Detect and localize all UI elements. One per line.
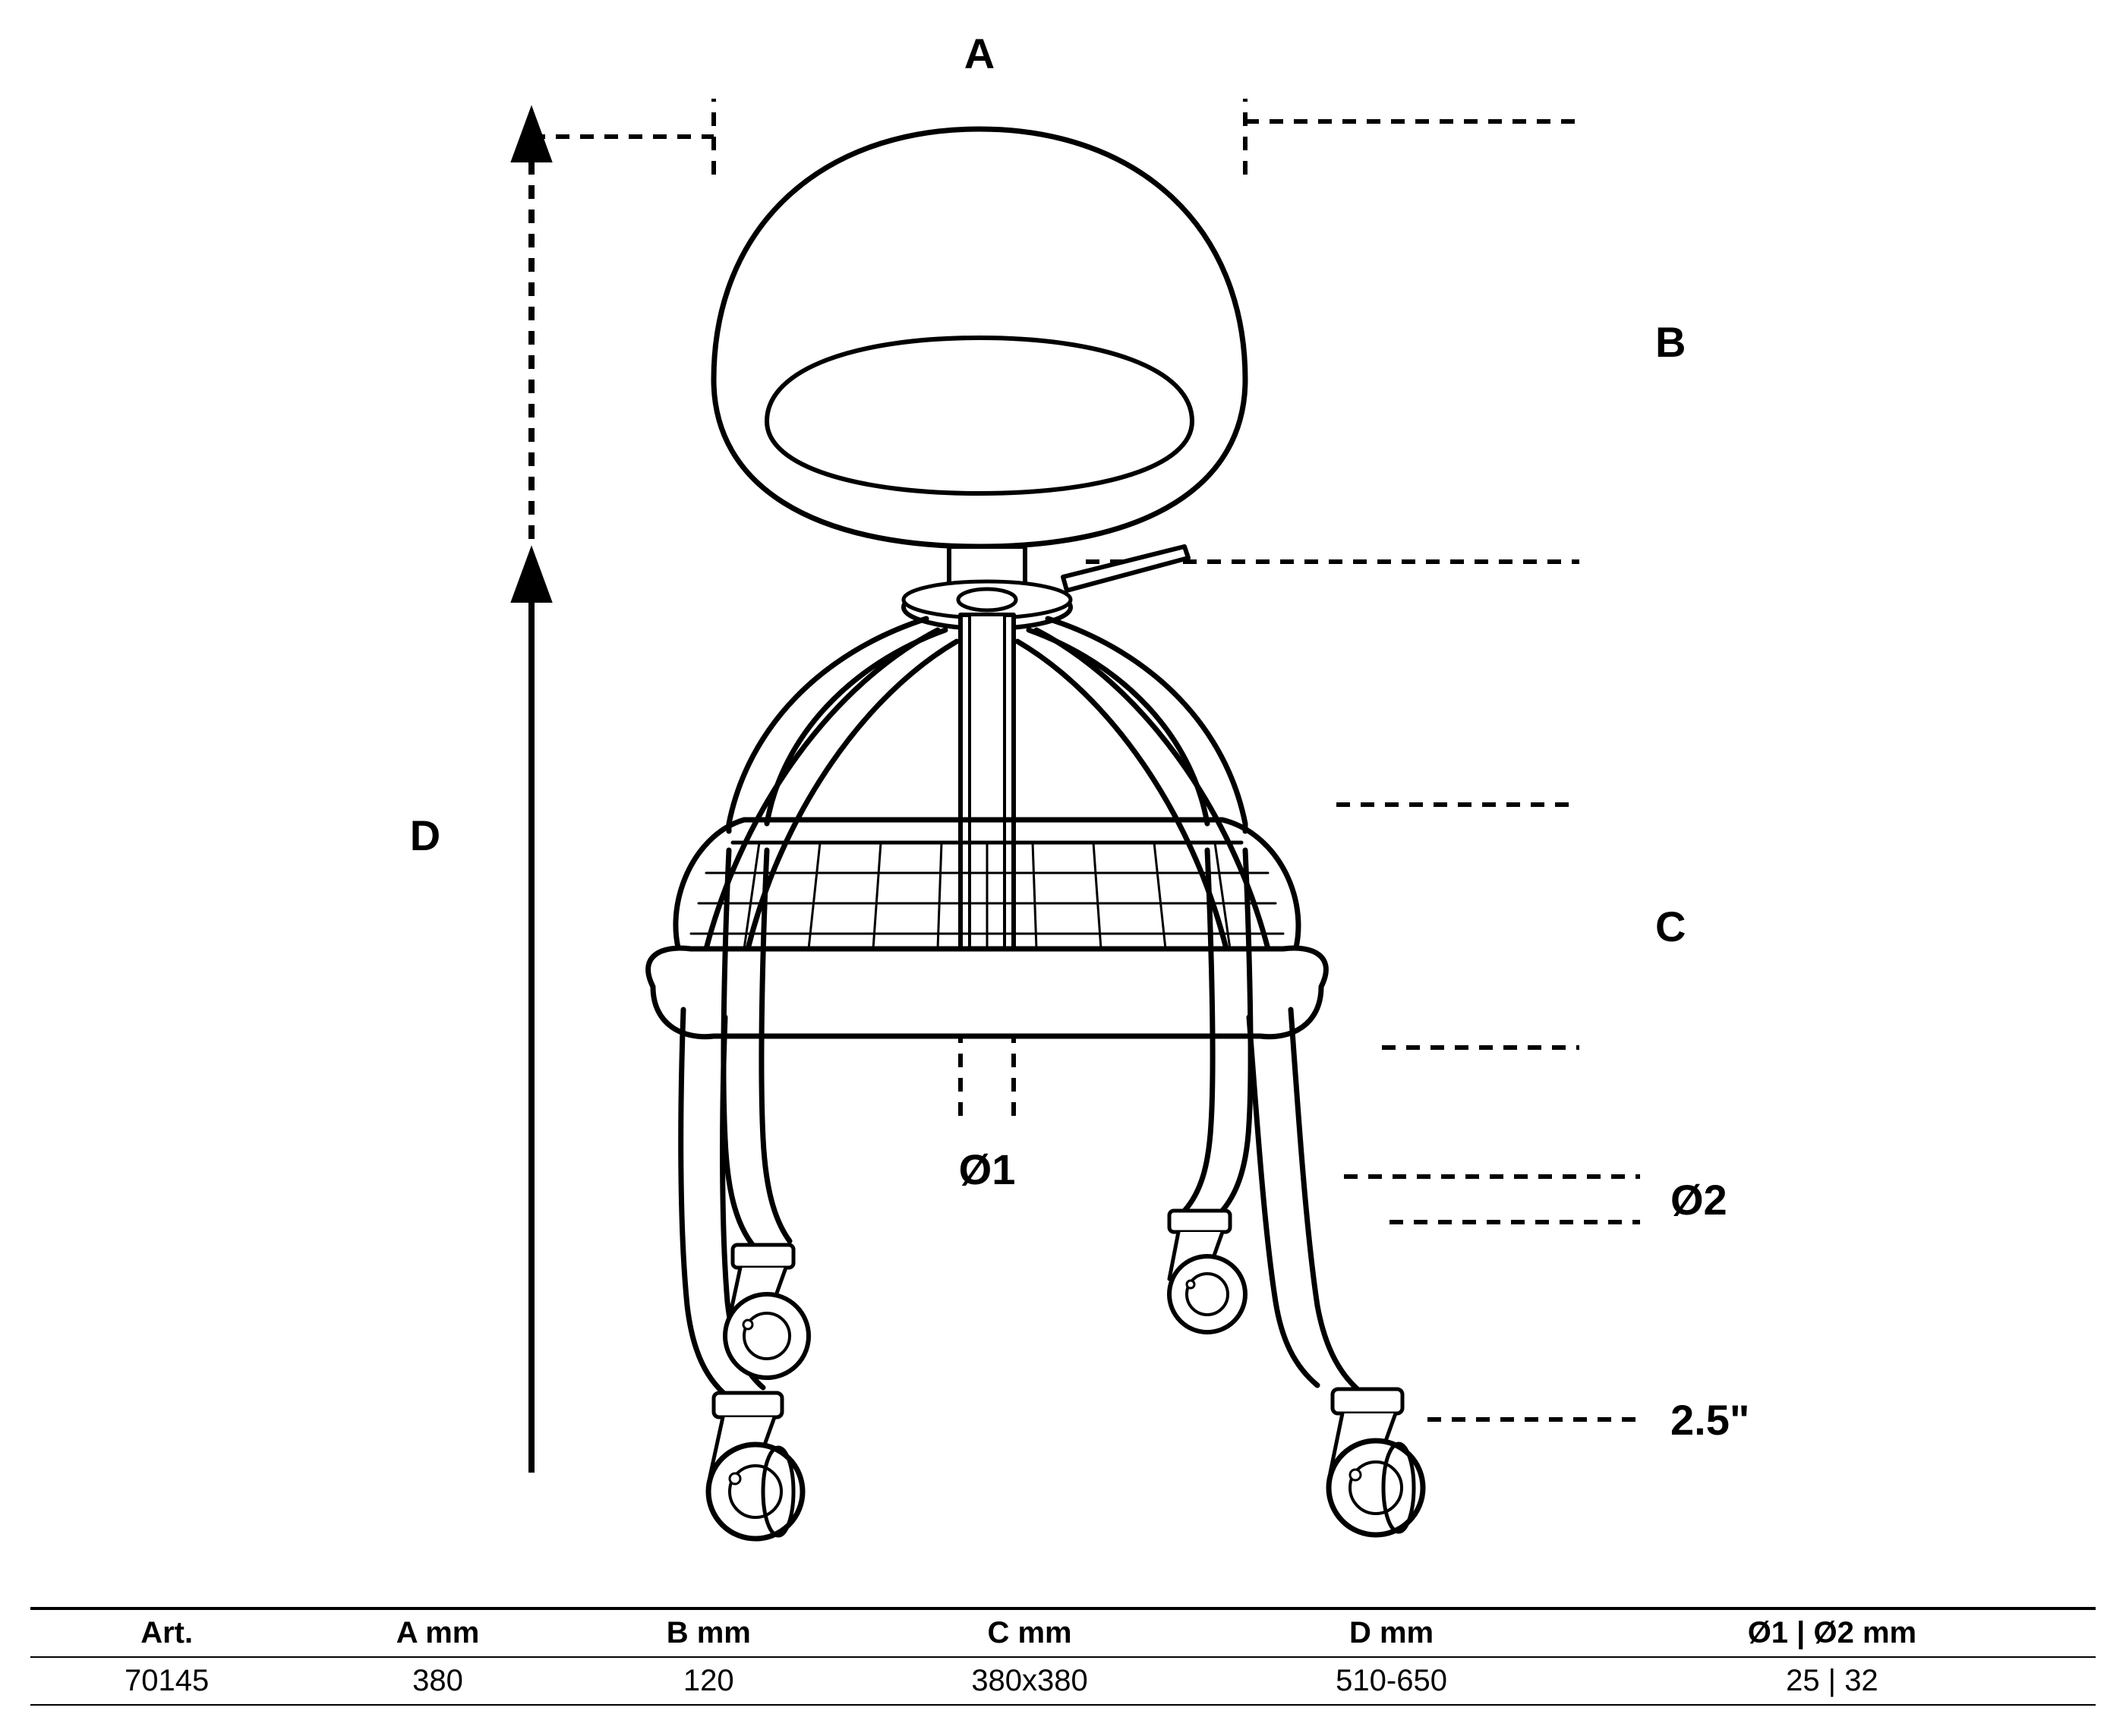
technical-drawing: A B C D Ø1 Ø2 2.5" [0,0,2126,1594]
label-o2: Ø2 [1670,1176,1727,1224]
spec-table: Art. A mm B mm C mm D mm Ø1 | Ø2 mm 7014… [30,1607,2096,1706]
label-d: D [410,811,440,859]
page: A B C D Ø1 Ø2 2.5" [0,0,2126,1736]
spec-table-row: 70145 380 120 380x380 510-650 25 | 32 [30,1657,2096,1705]
label-a: A [964,30,995,77]
label-c: C [1655,903,1686,950]
label-wheel: 2.5" [1670,1396,1749,1444]
cell-d: 510-650 [1214,1657,1568,1705]
col-a: A mm [303,1608,573,1657]
spec-table-header-row: Art. A mm B mm C mm D mm Ø1 | Ø2 mm [30,1608,2096,1657]
cell-a: 380 [303,1657,573,1705]
cell-o: 25 | 32 [1569,1657,2096,1705]
label-o1: Ø1 [959,1145,1016,1193]
col-d: D mm [1214,1608,1568,1657]
col-o: Ø1 | Ø2 mm [1569,1608,2096,1657]
cell-c: 380x380 [845,1657,1215,1705]
col-c: C mm [845,1608,1215,1657]
col-b: B mm [573,1608,845,1657]
label-b: B [1655,318,1686,366]
cell-b: 120 [573,1657,845,1705]
col-art: Art. [30,1608,303,1657]
cell-art: 70145 [30,1657,303,1705]
